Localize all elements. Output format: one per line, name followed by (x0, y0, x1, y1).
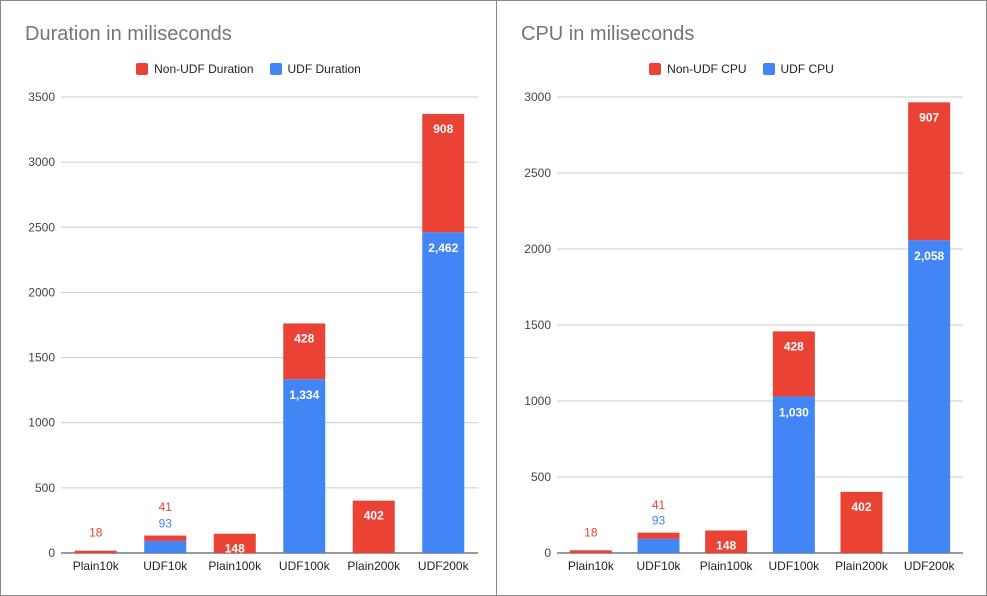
data-label-non-udf: 18 (89, 526, 103, 540)
data-label-non-udf: 428 (784, 339, 804, 353)
chart-title: CPU in miliseconds (521, 23, 695, 45)
bar-non-udf-plain10k (74, 550, 117, 553)
legend-label: Non-UDF Duration (154, 62, 254, 76)
y-tick-label: 500 (35, 481, 55, 495)
y-tick-label: 1500 (524, 318, 551, 332)
bar-udf-udf200k (422, 232, 465, 553)
legend-item-non-udf-duration[interactable]: Non-UDF Duration (136, 62, 254, 76)
y-tick-label: 2500 (524, 166, 551, 180)
chart-title: Duration in miliseconds (25, 23, 232, 45)
bar-non-udf-plain200k (840, 491, 883, 553)
data-label-non-udf: 41 (652, 498, 666, 512)
y-tick-label: 0 (48, 546, 55, 560)
data-label-udf: 2,058 (914, 249, 944, 263)
duration-plot-area: 0 500 1000 1500 2000 2500 3000 3500 18 Plain10k 41… (28, 90, 478, 573)
x-tick-label: Plain200k (347, 559, 401, 573)
x-tick-label: UDF100k (768, 559, 820, 573)
x-tick-label: Plain100k (208, 559, 262, 573)
data-label-udf: 93 (652, 514, 666, 528)
y-tick-label: 3500 (28, 90, 55, 104)
legend-label: Non-UDF CPU (667, 62, 747, 76)
bar-non-udf-udf10k (637, 532, 680, 539)
x-tick-label: UDF10k (143, 559, 188, 573)
chart-legend: Non-UDF Duration UDF Duration (1, 60, 496, 78)
x-tick-label: Plain10k (568, 559, 615, 573)
bar-udf-udf200k (908, 240, 951, 553)
legend-swatch-non-udf (136, 63, 149, 75)
legend-label: UDF CPU (780, 62, 834, 76)
y-tick-label: 3000 (28, 155, 55, 169)
legend-item-udf-cpu[interactable]: UDF CPU (762, 62, 834, 76)
y-tick-label: 2500 (28, 220, 55, 234)
y-tick-label: 3000 (524, 90, 551, 104)
data-label-non-udf: 18 (584, 525, 598, 539)
data-label-non-udf: 41 (159, 500, 173, 514)
bar-udf-udf10k (637, 538, 680, 553)
bar-non-udf-udf100k (772, 331, 815, 397)
x-tick-label: UDF200k (904, 559, 956, 573)
y-tick-label: 2000 (524, 242, 551, 256)
data-label-udf: 93 (159, 517, 173, 531)
bar-non-udf-udf10k (144, 535, 187, 541)
bar-non-udf-udf200k (422, 113, 465, 233)
data-label-non-udf: 402 (851, 500, 871, 514)
y-tick-label: 2000 (28, 285, 55, 299)
data-label-udf: 1,334 (289, 388, 319, 402)
duration-chart-panel: Duration in miliseconds Non-UDF Duration… (0, 0, 497, 596)
legend-swatch-udf (762, 63, 775, 75)
bar-non-udf-plain200k (352, 500, 395, 553)
y-tick-label: 0 (544, 546, 551, 560)
data-label-non-udf: 908 (433, 122, 453, 136)
data-label-non-udf: 148 (225, 542, 245, 556)
legend-item-udf-duration[interactable]: UDF Duration (269, 62, 361, 76)
x-tick-label: Plain10k (73, 559, 120, 573)
data-label-non-udf: 148 (716, 539, 736, 553)
x-tick-label: UDF10k (636, 559, 681, 573)
bar-udf-udf10k (144, 540, 187, 553)
bar-udf-udf100k (772, 396, 815, 553)
bar-non-udf-udf100k (283, 323, 326, 380)
bar-non-udf-plain100k (705, 530, 748, 553)
chart-legend: Non-UDF CPU UDF CPU (497, 60, 986, 78)
data-label-non-udf: 402 (364, 509, 384, 523)
cpu-plot-area: 0 500 1000 1500 2000 2500 3000 18 Plain10k 41 93 UD… (524, 90, 963, 573)
legend-swatch-udf (269, 63, 282, 75)
legend-item-non-udf-cpu[interactable]: Non-UDF CPU (649, 62, 747, 76)
bar-non-udf-plain100k (213, 533, 256, 553)
cpu-chart-panel: CPU in miliseconds Non-UDF CPU UDF CPU 0… (496, 0, 987, 596)
x-tick-label: UDF200k (418, 559, 470, 573)
data-label-non-udf: 428 (294, 331, 314, 345)
legend-label: UDF Duration (287, 62, 361, 76)
y-tick-label: 1500 (28, 351, 55, 365)
data-label-udf: 1,030 (779, 405, 809, 419)
y-tick-label: 1000 (524, 394, 551, 408)
y-tick-label: 1000 (28, 416, 55, 430)
data-label-udf: 2,462 (428, 241, 458, 255)
bar-non-udf-udf200k (908, 102, 951, 241)
bar-non-udf-plain10k (569, 550, 612, 553)
y-tick-label: 500 (531, 470, 551, 484)
data-label-non-udf: 907 (919, 110, 939, 124)
x-tick-label: UDF100k (279, 559, 331, 573)
bar-udf-udf100k (283, 379, 326, 553)
legend-swatch-non-udf (649, 63, 662, 75)
x-tick-label: Plain100k (700, 559, 754, 573)
x-tick-label: Plain200k (835, 559, 889, 573)
